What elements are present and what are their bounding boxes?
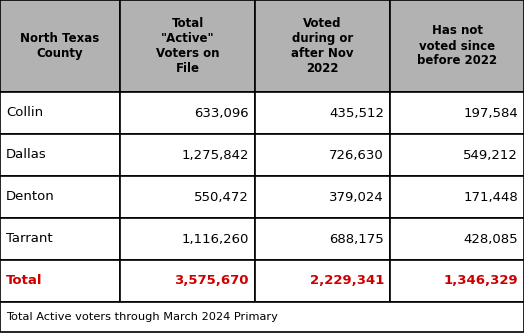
Text: 1,116,260: 1,116,260	[182, 232, 249, 245]
Text: 428,085: 428,085	[463, 232, 518, 245]
Text: 435,512: 435,512	[329, 107, 384, 120]
Text: 550,472: 550,472	[194, 190, 249, 203]
Bar	[390, 176, 524, 218]
Bar	[0, 218, 120, 260]
Bar	[120, 92, 255, 134]
Text: Total
"Active"
Voters on
File: Total "Active" Voters on File	[156, 17, 219, 75]
Text: Denton: Denton	[6, 190, 54, 203]
Bar	[120, 260, 255, 302]
Text: Total Active voters through March 2024 Primary: Total Active voters through March 2024 P…	[6, 312, 278, 322]
Bar	[390, 92, 524, 134]
Text: 688,175: 688,175	[329, 232, 384, 245]
Bar	[255, 260, 390, 302]
Bar	[0, 134, 120, 176]
Text: 197,584: 197,584	[463, 107, 518, 120]
Text: 1,346,329: 1,346,329	[443, 275, 518, 288]
Text: Has not
voted since
before 2022: Has not voted since before 2022	[417, 24, 497, 67]
Text: 379,024: 379,024	[329, 190, 384, 203]
Text: Voted
during or
after Nov
2022: Voted during or after Nov 2022	[291, 17, 354, 75]
Text: 171,448: 171,448	[463, 190, 518, 203]
Text: 3,575,670: 3,575,670	[174, 275, 249, 288]
Bar	[390, 218, 524, 260]
Text: 726,630: 726,630	[329, 149, 384, 162]
Text: 549,212: 549,212	[463, 149, 518, 162]
Bar	[255, 134, 390, 176]
Bar	[255, 0, 390, 92]
Text: Dallas: Dallas	[6, 149, 47, 162]
Bar	[255, 218, 390, 260]
Bar	[0, 176, 120, 218]
Bar	[0, 260, 120, 302]
Text: Collin: Collin	[6, 107, 43, 120]
Bar	[0, 302, 524, 332]
Text: Tarrant: Tarrant	[6, 232, 52, 245]
Text: 633,096: 633,096	[194, 107, 249, 120]
Bar	[0, 92, 120, 134]
Bar	[390, 260, 524, 302]
Bar	[390, 134, 524, 176]
Text: 1,275,842: 1,275,842	[181, 149, 249, 162]
Bar	[120, 176, 255, 218]
Bar	[120, 218, 255, 260]
Text: North Texas
County: North Texas County	[20, 32, 100, 60]
Bar	[390, 0, 524, 92]
Text: 2,229,341: 2,229,341	[310, 275, 384, 288]
Bar	[255, 92, 390, 134]
Bar	[255, 176, 390, 218]
Bar	[120, 134, 255, 176]
Bar	[120, 0, 255, 92]
Bar	[0, 0, 120, 92]
Text: Total: Total	[6, 275, 42, 288]
